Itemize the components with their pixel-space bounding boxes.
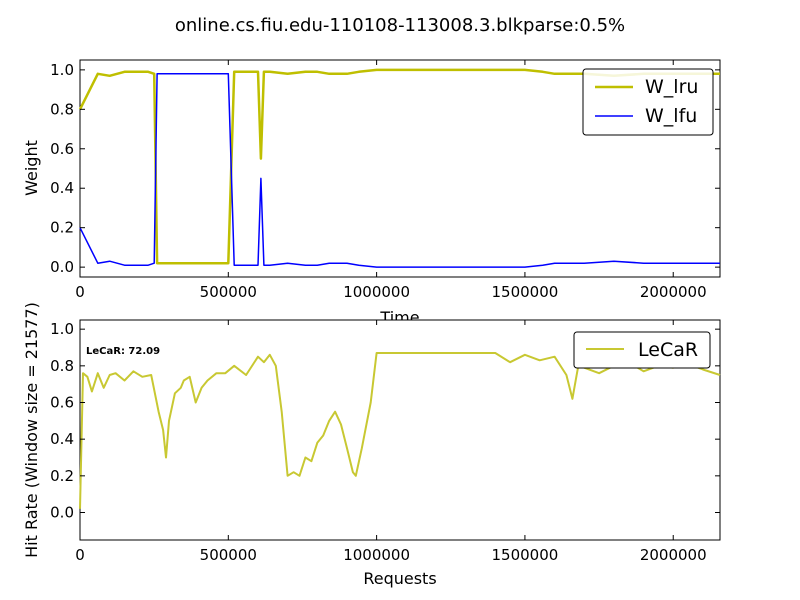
- hitrate-series-group: [79, 352, 721, 509]
- hitrate-y-tick-label: 0.4: [50, 430, 74, 448]
- hitrate-x-tick-label: 2000000: [640, 546, 707, 564]
- hitrate-subplot: 0 500000 1000000 1500000 2000000 0.0 0.2 0.4 0.6…: [22, 302, 721, 588]
- hitrate-legend: LeCaR: [573, 331, 711, 369]
- hitrate-y-tick-label: 1.0: [50, 320, 74, 338]
- hitrate-legend-frame: [573, 331, 711, 369]
- weight-legend: W_lru W_lfu: [582, 68, 714, 136]
- weight-x-tick-label: 500000: [200, 283, 257, 301]
- weight-series-line-w-lru: [78, 68, 720, 265]
- weight-series-group: [78, 68, 720, 268]
- hitrate-x-tick-label: 1000000: [343, 546, 410, 564]
- weight-y-tick-label: 0.4: [50, 179, 74, 197]
- hitrate-series-line-lecar: [79, 352, 721, 509]
- hitrate-y-tick-label: 0.6: [50, 394, 74, 412]
- weight-y-tick-label: 0.0: [50, 258, 74, 276]
- hitrate-y-tick-label: 0.2: [50, 467, 74, 485]
- weight-legend-frame: [582, 68, 714, 136]
- weight-y-tick-label: 1.0: [50, 61, 74, 79]
- hitrate-y-axis-label: Hit Rate (Window size = 21577): [22, 302, 41, 558]
- hitrate-y-tick-label: 0.8: [50, 357, 74, 375]
- legend-label-lecar: LeCaR: [638, 339, 698, 361]
- hitrate-ticks: 0 500000 1000000 1500000 2000000 0.0 0.2 0.4 0.6…: [50, 320, 720, 564]
- weight-x-tick-label: 1500000: [492, 283, 559, 301]
- weight-subplot: 0 500000 1000000 1500000 2000000 0.0 0.2 0.4 0.6…: [22, 59, 721, 327]
- weight-y-tick-label: 0.8: [50, 100, 74, 118]
- lecar-score-annotation: LeCaR: 72.09: [86, 346, 160, 357]
- hitrate-x-tick-label: 1500000: [492, 546, 559, 564]
- weight-y-tick-label: 0.6: [50, 140, 74, 158]
- hitrate-y-tick-label: 0.0: [50, 504, 74, 522]
- figure-title: online.cs.fiu.edu-110108-113008.3.blkpar…: [175, 15, 625, 36]
- weight-x-tick-label: 1000000: [343, 283, 410, 301]
- hitrate-x-tick-label: 0: [75, 546, 85, 564]
- legend-label-w-lru: W_lru: [645, 76, 698, 98]
- hitrate-x-tick-label: 500000: [200, 546, 257, 564]
- hitrate-x-axis-label: Requests: [363, 569, 436, 588]
- weight-y-axis-label: Weight: [22, 140, 41, 196]
- weight-y-tick-label: 0.2: [50, 219, 74, 237]
- weight-ticks: 0 500000 1000000 1500000 2000000 0.0 0.2 0.4 0.6…: [50, 60, 720, 301]
- legend-label-w-lfu: W_lfu: [645, 105, 697, 127]
- weight-series-line-w-lfu: [79, 73, 720, 268]
- weight-x-tick-label: 0: [75, 283, 85, 301]
- weight-x-tick-label: 2000000: [640, 283, 707, 301]
